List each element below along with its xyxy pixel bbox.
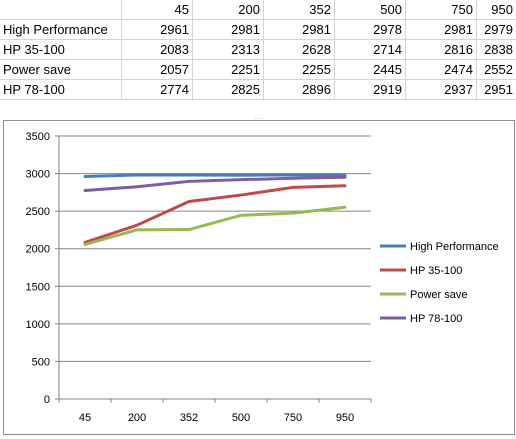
- x-tick-label: 950: [336, 412, 354, 424]
- table-row: HP 35-100 2083 2313 2628 2714 2816 2838: [0, 40, 516, 60]
- x-tick-label: 750: [284, 412, 302, 424]
- x-tick-label: 500: [232, 412, 250, 424]
- row-label[interactable]: HP 35-100: [0, 40, 122, 60]
- table-cell[interactable]: 2474: [406, 60, 477, 80]
- table-cell[interactable]: 2981: [406, 20, 477, 40]
- y-tick-label: 2000: [26, 244, 50, 256]
- table-cell[interactable]: 2919: [335, 80, 406, 100]
- table-cell[interactable]: 2896: [264, 80, 335, 100]
- table-cell[interactable]: 2951: [477, 80, 516, 100]
- table-cell[interactable]: 2057: [122, 60, 193, 80]
- table-cell[interactable]: 2313: [193, 40, 264, 60]
- table-cell[interactable]: 2083: [122, 40, 193, 60]
- chart-resize-handle[interactable]: · · · ·: [254, 116, 268, 122]
- table-cell[interactable]: 2979: [477, 20, 516, 40]
- header-cell-label[interactable]: [0, 0, 122, 20]
- y-tick-label: 500: [32, 356, 50, 368]
- table-cell[interactable]: 2774: [122, 80, 193, 100]
- x-tick-label: 352: [180, 412, 198, 424]
- table-cell[interactable]: 2552: [477, 60, 516, 80]
- table-cell[interactable]: 2838: [477, 40, 516, 60]
- legend-label: HP 78-100: [410, 313, 462, 325]
- x-tick-label: 200: [128, 412, 146, 424]
- table-cell[interactable]: 2445: [335, 60, 406, 80]
- table-row: HP 78-100 2774 2825 2896 2919 2937 2951: [0, 80, 516, 100]
- spreadsheet: 45 200 352 500 750 950 High Performance …: [0, 0, 516, 117]
- header-cell[interactable]: 500: [335, 0, 406, 20]
- line-chart[interactable]: 0 500 1000 1500 2000 2500 3000 3500 45 200 352 500 7…: [4, 121, 514, 434]
- y-tick-label: 2500: [26, 206, 50, 218]
- legend-label: HP 35-100: [410, 265, 462, 277]
- table-cell[interactable]: 2816: [406, 40, 477, 60]
- row-label[interactable]: High Performance: [0, 20, 122, 40]
- series-line: [83, 175, 347, 193]
- table-cell[interactable]: 2978: [335, 20, 406, 40]
- y-tick-label: 1000: [26, 319, 50, 331]
- header-cell[interactable]: 352: [264, 0, 335, 20]
- row-label[interactable]: HP 78-100: [0, 80, 122, 100]
- header-cell[interactable]: 45: [122, 0, 193, 20]
- series-line: [83, 173, 347, 179]
- y-tick-label: 1500: [26, 281, 50, 293]
- table-cell[interactable]: 2937: [406, 80, 477, 100]
- header-cell[interactable]: 950: [477, 0, 516, 20]
- series-line: [83, 184, 347, 244]
- table-cell[interactable]: 2825: [193, 80, 264, 100]
- chart-frame[interactable]: 0 500 1000 1500 2000 2500 3000 3500 45 200 352 500 7…: [3, 120, 515, 435]
- series-line: [83, 205, 347, 246]
- y-tick-label: 3500: [26, 131, 50, 143]
- table-cell[interactable]: 2981: [193, 20, 264, 40]
- table-cell[interactable]: 2628: [264, 40, 335, 60]
- header-cell[interactable]: 750: [406, 0, 477, 20]
- table-cell[interactable]: 2961: [122, 20, 193, 40]
- table-row: Power save 2057 2251 2255 2445 2474 2552: [0, 60, 516, 80]
- table-row: High Performance 2961 2981 2981 2978 298…: [0, 20, 516, 40]
- legend-label: High Performance: [410, 241, 499, 253]
- table-cell[interactable]: 2251: [193, 60, 264, 80]
- empty-row: [0, 101, 516, 117]
- table-cell[interactable]: 2714: [335, 40, 406, 60]
- header-row: 45 200 352 500 750 950: [0, 0, 516, 20]
- header-cell[interactable]: 200: [193, 0, 264, 20]
- y-tick-label: 3000: [26, 169, 50, 181]
- table-cell[interactable]: 2255: [264, 60, 335, 80]
- table-cell[interactable]: 2981: [264, 20, 335, 40]
- row-label[interactable]: Power save: [0, 60, 122, 80]
- y-tick-label: 0: [44, 394, 50, 406]
- x-tick-label: 45: [79, 412, 91, 424]
- legend-label: Power save: [410, 289, 467, 301]
